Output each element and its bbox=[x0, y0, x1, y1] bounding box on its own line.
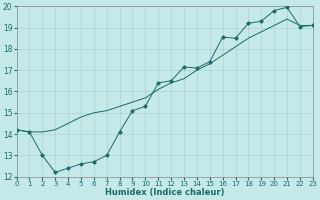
X-axis label: Humidex (Indice chaleur): Humidex (Indice chaleur) bbox=[105, 188, 224, 197]
